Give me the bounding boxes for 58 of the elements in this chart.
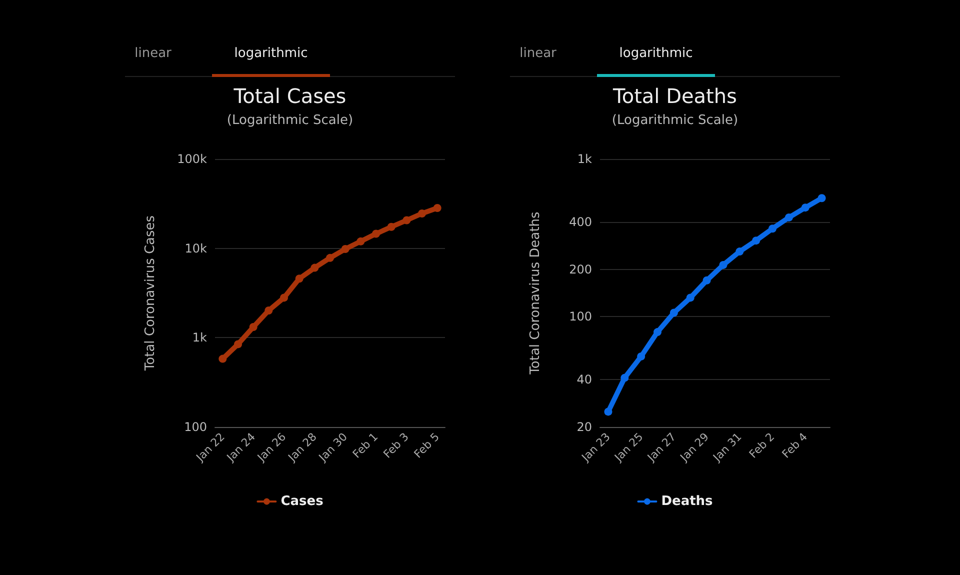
point bbox=[387, 222, 396, 231]
point bbox=[702, 276, 711, 284]
point bbox=[341, 245, 350, 254]
point bbox=[752, 236, 760, 245]
point bbox=[686, 294, 694, 302]
y-tick-label: 1k bbox=[192, 330, 208, 345]
chart-title: Total Deaths bbox=[612, 84, 737, 108]
text: logarithmic bbox=[234, 46, 308, 61]
point bbox=[801, 204, 810, 212]
text: linear bbox=[520, 46, 556, 61]
y-axis-title: Total Coronavirus Cases bbox=[143, 215, 158, 372]
y-tick-label: 400 bbox=[569, 214, 592, 229]
x-tick-label: Feb 3 bbox=[380, 430, 412, 461]
point bbox=[784, 213, 793, 222]
point bbox=[637, 352, 646, 360]
legend-label: Cases bbox=[280, 494, 324, 509]
y-tick-label: 40 bbox=[576, 372, 592, 387]
y-tick-label: 200 bbox=[569, 262, 592, 276]
y-tick-label: 100 bbox=[569, 310, 592, 324]
point bbox=[736, 248, 744, 256]
point bbox=[295, 274, 304, 283]
chart-subtitle: (Logarithmic Scale) bbox=[226, 113, 354, 128]
point bbox=[670, 308, 678, 317]
point bbox=[402, 216, 411, 224]
y-tick-label: 1k bbox=[577, 152, 592, 166]
point bbox=[234, 340, 242, 348]
y-tick-label: 100k bbox=[177, 152, 208, 166]
point bbox=[218, 354, 227, 363]
x-tick-label: Jan 25 bbox=[611, 430, 646, 465]
x-tick-label: Feb 4 bbox=[780, 430, 810, 461]
point bbox=[768, 224, 776, 233]
point bbox=[280, 294, 288, 302]
x-tick-label: Feb 1 bbox=[350, 430, 381, 461]
chart-title: Total Cases bbox=[232, 84, 346, 108]
y-tick-label: 10k bbox=[184, 241, 208, 256]
point bbox=[249, 322, 258, 331]
point bbox=[418, 210, 426, 218]
point bbox=[433, 204, 442, 212]
text: logarithmic bbox=[619, 46, 693, 61]
point bbox=[654, 328, 662, 336]
point bbox=[356, 237, 365, 246]
point bbox=[372, 230, 380, 238]
x-tick-label: Jan 27 bbox=[644, 430, 679, 465]
text: linear bbox=[134, 46, 172, 61]
x-tick-label: Feb 5 bbox=[412, 430, 442, 461]
y-axis-title: Total Coronavirus Deaths bbox=[528, 211, 543, 376]
point bbox=[818, 194, 826, 202]
point bbox=[326, 254, 334, 262]
legend-label: Deaths bbox=[661, 494, 714, 509]
x-tick-label: Jan 31 bbox=[710, 430, 744, 465]
point bbox=[264, 306, 273, 314]
x-tick-label: Jan 29 bbox=[677, 430, 712, 465]
point bbox=[719, 260, 728, 269]
point bbox=[604, 408, 612, 416]
point bbox=[310, 264, 319, 272]
x-tick-label: Feb 2 bbox=[746, 430, 778, 461]
chart-subtitle: (Logarithmic Scale) bbox=[612, 113, 738, 128]
point bbox=[620, 374, 629, 382]
